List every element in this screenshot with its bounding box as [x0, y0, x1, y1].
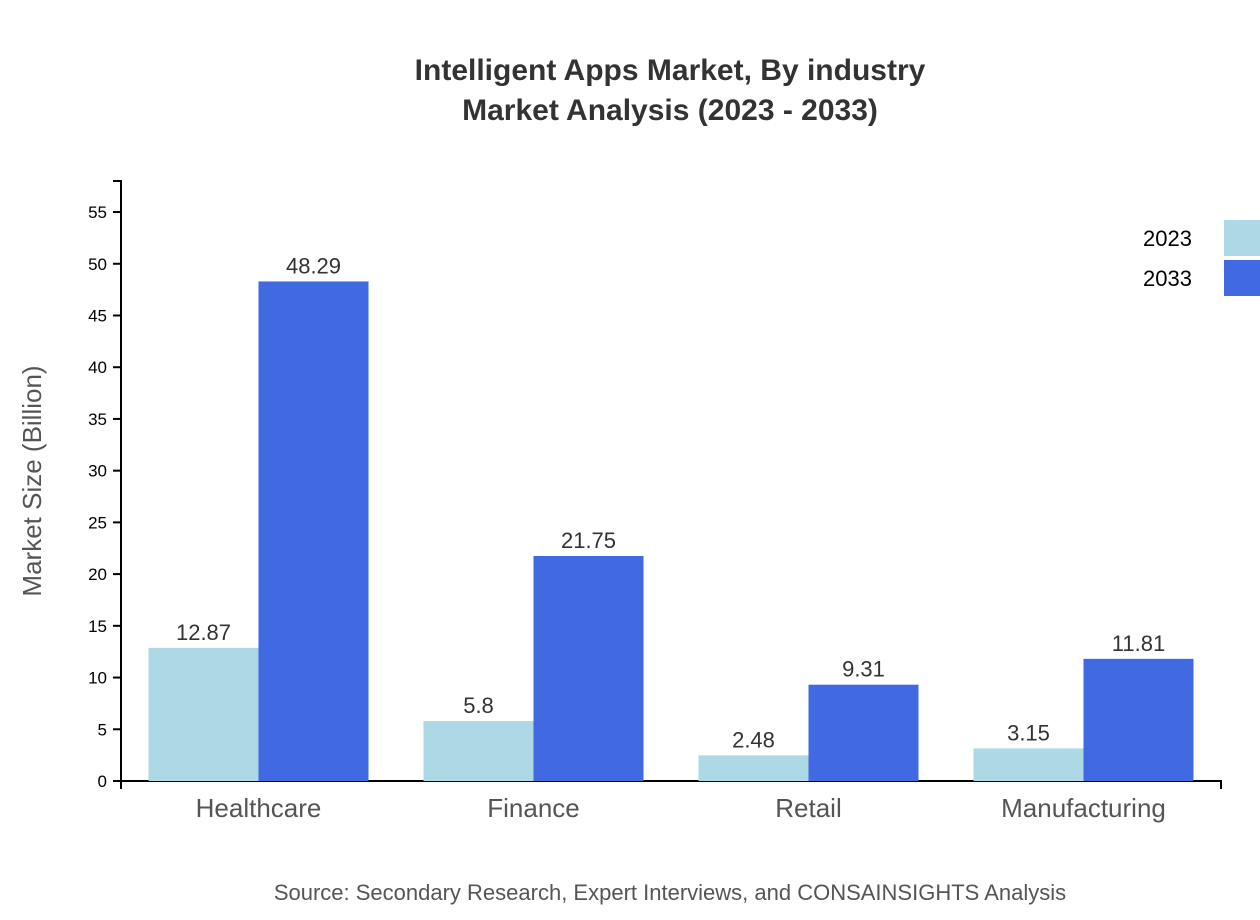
- y-tick-label: 0: [98, 772, 107, 791]
- y-tick-label: 55: [88, 203, 107, 222]
- y-tick-label: 25: [88, 513, 107, 532]
- bar-2023: [148, 647, 259, 781]
- y-tick-label: 50: [88, 255, 107, 274]
- bar-2033: [1083, 658, 1194, 781]
- data-label: 3.15: [1007, 720, 1050, 745]
- bar-2033: [533, 556, 644, 781]
- y-tick-label: 30: [88, 462, 107, 481]
- y-tick-label: 10: [88, 669, 107, 688]
- data-label: 5.8: [463, 693, 494, 718]
- data-label: 12.87: [176, 620, 231, 645]
- legend-label: 2033: [1143, 266, 1192, 291]
- bar-2033: [258, 281, 369, 781]
- chart-title: Intelligent Apps Market, By industry: [415, 54, 926, 87]
- y-tick-label: 35: [88, 410, 107, 429]
- bar-2023: [698, 755, 809, 781]
- data-label: 11.81: [1112, 631, 1165, 656]
- bar-2023: [423, 721, 534, 781]
- data-label: 21.75: [561, 528, 616, 553]
- data-label: 48.29: [286, 253, 341, 278]
- legend-swatch-2023: [1224, 220, 1260, 256]
- bar-2023: [973, 748, 1084, 781]
- y-tick-label: 5: [98, 720, 107, 739]
- y-axis-line: [113, 180, 122, 781]
- y-tick-label: 40: [88, 358, 107, 377]
- x-tick-label: Manufacturing: [1001, 793, 1166, 823]
- bar-2033: [808, 684, 919, 781]
- chart-subtitle: Market Analysis (2023 - 2033): [462, 94, 878, 127]
- y-tick-label: 45: [88, 306, 107, 325]
- x-axis-line: [120, 780, 1222, 789]
- y-axis-label: Market Size (Billion): [17, 365, 47, 596]
- y-tick-label: 15: [88, 617, 107, 636]
- data-label: 2.48: [732, 727, 775, 752]
- x-tick-label: Healthcare: [196, 793, 322, 823]
- x-tick-label: Finance: [487, 793, 580, 823]
- data-label: 9.31: [842, 657, 885, 682]
- legend-label: 2023: [1143, 226, 1192, 251]
- legend-swatch-2033: [1224, 260, 1260, 296]
- y-tick-label: 20: [88, 565, 107, 584]
- x-tick-label: Retail: [775, 793, 841, 823]
- source-note: Source: Secondary Research, Expert Inter…: [274, 880, 1066, 905]
